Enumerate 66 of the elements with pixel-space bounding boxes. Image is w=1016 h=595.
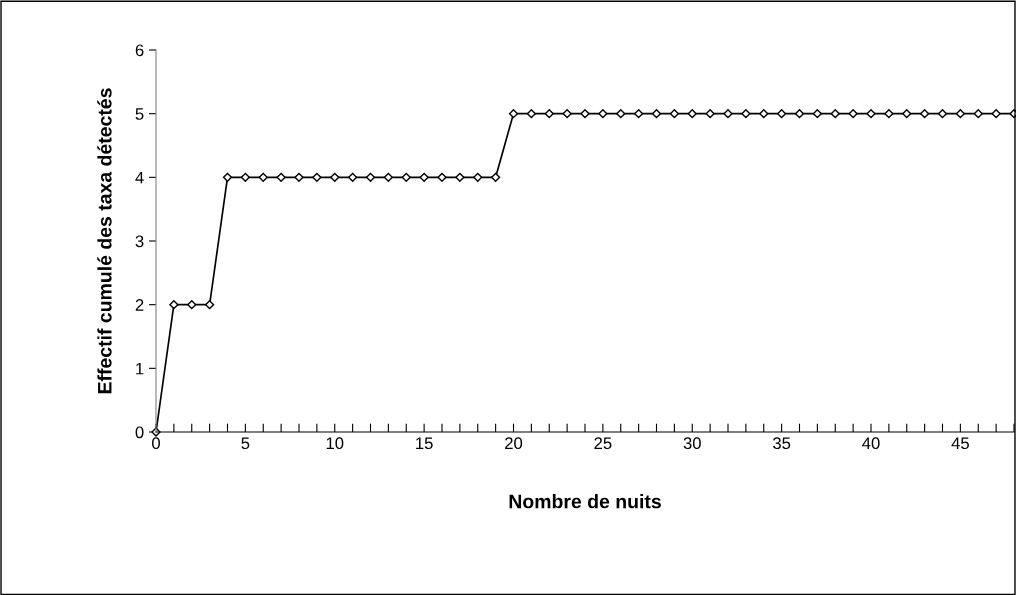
point [634,109,644,119]
point [330,172,340,182]
point [258,172,268,182]
point [937,109,948,119]
point [169,300,179,310]
point [830,109,840,119]
point [759,109,769,119]
x-tick-label: 30 [683,437,701,450]
point [222,172,233,182]
x-tick-label: 5 [241,437,250,450]
point [777,109,787,119]
point [526,109,536,119]
y-tick-label: 6 [135,44,144,57]
point [884,109,894,119]
point [580,109,590,119]
point [598,109,608,119]
point [669,109,679,119]
point [240,172,250,182]
point [473,172,483,182]
point [187,300,197,310]
point [902,109,912,119]
point [455,172,465,182]
x-tick-label: 35 [772,437,791,450]
x-tick-label: 10 [326,437,344,450]
point [848,109,858,119]
x-tick-label: 0 [152,437,160,450]
y-tick-label: 5 [135,108,144,120]
point [419,172,429,182]
point [741,109,751,119]
point [401,172,411,182]
point [973,109,983,119]
point [348,172,358,182]
point [383,172,393,182]
point [920,109,930,119]
point [955,109,965,119]
y-axis-title: Effectif cumulé des taxa détectés [97,88,112,394]
x-tick-label: 20 [505,437,523,450]
y-tick-label: 4 [135,171,144,184]
point [205,300,215,310]
x-axis-title: Nombre de nuits [509,494,661,509]
point [544,109,554,119]
x-tick-label: 45 [951,437,969,450]
point [705,109,715,119]
x-tick-label: 25 [594,437,612,450]
point [437,172,447,182]
y-tick-label: 3 [135,235,144,248]
point [508,109,519,119]
y-tick-label: 1 [136,362,144,375]
y-tick-label: 0 [135,426,144,439]
point [365,172,376,182]
y-tick-label: 2 [135,299,144,311]
point [312,172,322,182]
point [866,109,876,119]
point [687,109,697,119]
point [794,109,805,119]
point [651,109,662,119]
x-tick-label: 40 [862,437,880,450]
point [294,172,304,182]
point [491,172,501,182]
point [276,172,286,182]
point [562,109,572,119]
x-tick-label: 15 [416,437,433,450]
point [616,109,626,119]
point [812,109,822,119]
point [991,109,1001,119]
point [723,109,733,119]
